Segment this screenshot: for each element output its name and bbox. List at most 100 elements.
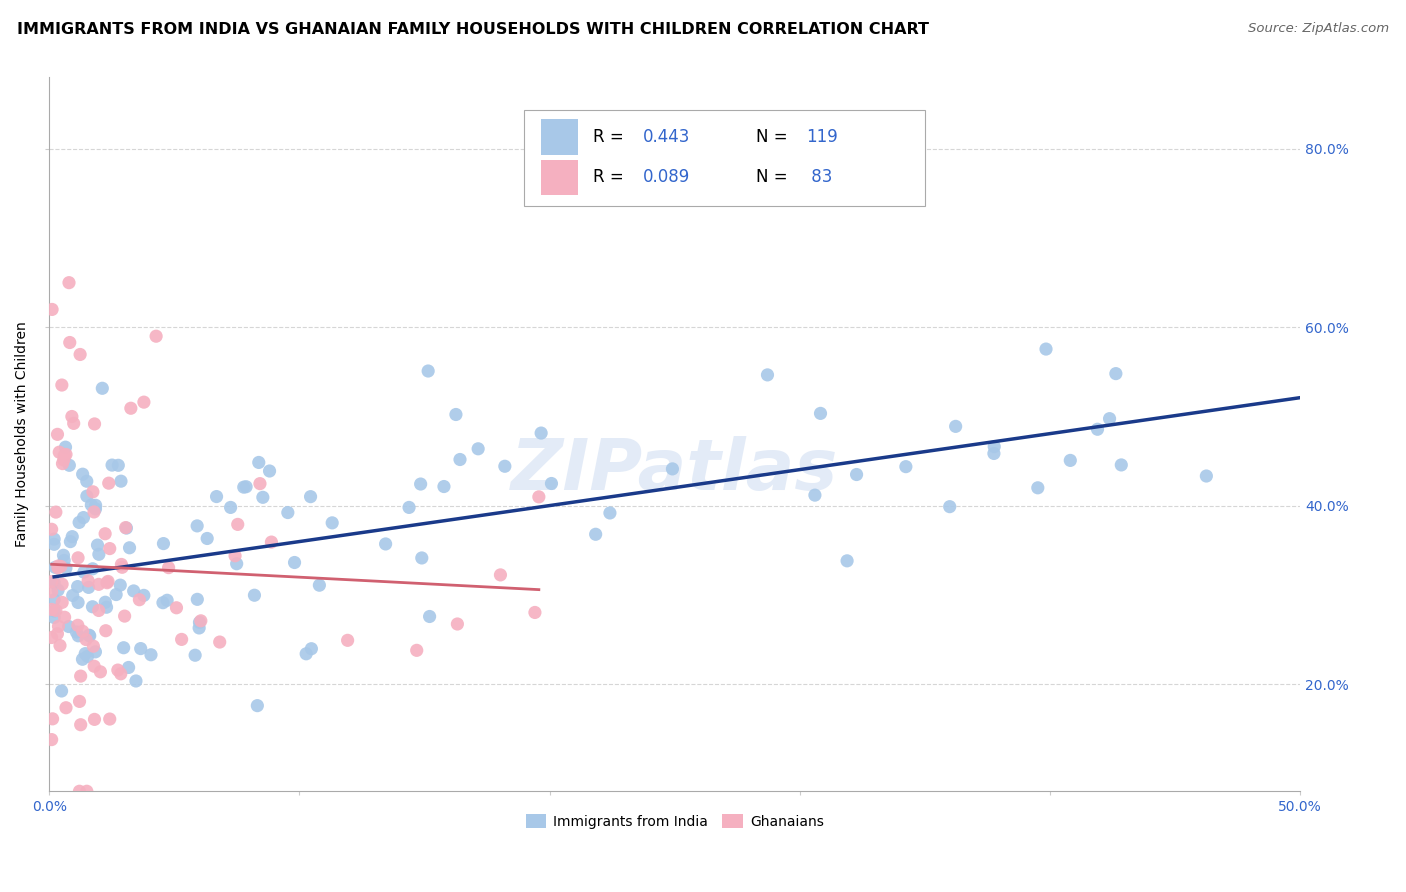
Point <box>156 593 179 607</box>
Point <box>418 364 440 378</box>
Text: 0.443: 0.443 <box>644 128 690 145</box>
Point <box>277 506 299 520</box>
Point <box>246 698 269 713</box>
Point <box>188 615 211 630</box>
Point <box>58 619 80 633</box>
Point <box>66 580 89 594</box>
Point <box>122 583 145 598</box>
Point <box>411 551 433 566</box>
Point <box>585 527 607 541</box>
Point <box>219 500 242 515</box>
Point <box>398 500 420 515</box>
Point <box>41 602 63 616</box>
Point <box>166 600 188 615</box>
Point <box>46 559 69 574</box>
Point <box>80 498 103 512</box>
Point <box>89 665 111 679</box>
Point <box>128 592 150 607</box>
Point <box>41 631 63 645</box>
Text: 119: 119 <box>806 128 838 145</box>
Point <box>72 467 94 482</box>
Point <box>845 467 868 482</box>
Point <box>75 647 97 661</box>
Point <box>44 575 66 590</box>
Point <box>232 480 254 494</box>
Point <box>55 447 77 461</box>
Point <box>336 633 359 648</box>
Point <box>94 624 117 638</box>
Point <box>58 458 80 473</box>
Point <box>195 532 218 546</box>
Text: N =: N = <box>756 169 793 186</box>
Point <box>41 522 63 536</box>
Point <box>107 458 129 473</box>
Point <box>1087 422 1109 436</box>
Point <box>299 641 322 656</box>
Point <box>938 500 960 514</box>
Point <box>132 588 155 602</box>
Point <box>77 628 100 642</box>
Point <box>1111 458 1133 472</box>
Point <box>756 368 779 382</box>
Point <box>1026 481 1049 495</box>
Point <box>77 574 100 588</box>
Point <box>76 649 98 664</box>
Point <box>110 474 132 488</box>
Point <box>82 599 104 614</box>
Point <box>67 595 90 609</box>
Point <box>84 499 107 513</box>
Point <box>53 610 76 624</box>
Point <box>46 561 69 575</box>
Point <box>44 537 66 551</box>
Point <box>60 409 83 424</box>
Point <box>49 559 72 574</box>
Point <box>205 490 228 504</box>
Text: ZIPatlas: ZIPatlas <box>510 435 838 505</box>
Point <box>444 408 467 422</box>
Point <box>51 457 73 471</box>
Point <box>55 440 77 454</box>
Point <box>76 474 98 488</box>
Point <box>283 556 305 570</box>
Point <box>433 479 456 493</box>
Text: N =: N = <box>756 128 793 145</box>
Point <box>945 419 967 434</box>
Point <box>139 648 162 662</box>
FancyBboxPatch shape <box>541 119 578 154</box>
Point <box>97 476 120 491</box>
Point <box>86 538 108 552</box>
Point <box>145 329 167 343</box>
Point <box>152 596 174 610</box>
Point <box>804 488 827 502</box>
Point <box>186 592 208 607</box>
Point <box>115 521 138 535</box>
Point <box>72 624 94 639</box>
Point <box>527 490 550 504</box>
Point <box>60 530 83 544</box>
Point <box>299 490 322 504</box>
Point <box>91 381 114 395</box>
Point <box>51 684 73 698</box>
Point <box>45 505 67 519</box>
Point <box>96 575 118 590</box>
Point <box>110 666 132 681</box>
Point <box>449 452 471 467</box>
Point <box>49 639 72 653</box>
Point <box>114 609 136 624</box>
Legend: Immigrants from India, Ghanaians: Immigrants from India, Ghanaians <box>520 808 830 834</box>
Point <box>247 455 270 469</box>
Point <box>83 659 105 673</box>
Point <box>72 652 94 666</box>
Point <box>41 712 63 726</box>
Point <box>208 635 231 649</box>
Point <box>41 732 63 747</box>
Point <box>44 532 66 546</box>
Point <box>62 417 84 431</box>
Point <box>186 519 208 533</box>
Point <box>73 565 96 579</box>
Point <box>1195 469 1218 483</box>
Point <box>94 526 117 541</box>
Point <box>65 624 87 639</box>
Point <box>118 541 141 555</box>
Point <box>46 583 69 598</box>
